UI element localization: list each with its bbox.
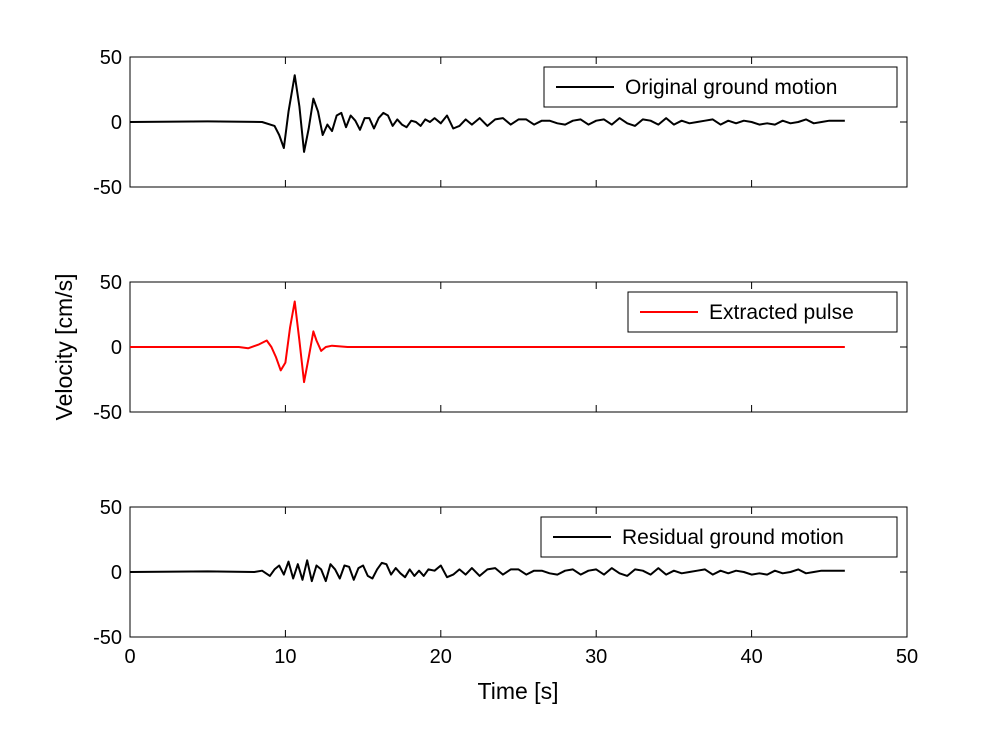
subplot-2: -50 0 50 Extracted pulse	[93, 272, 908, 424]
y-tick-label: -50	[93, 177, 122, 199]
y-tick-label: 50	[100, 47, 122, 69]
y-tick-label: 0	[111, 562, 122, 584]
y-tick-label: -50	[93, 627, 122, 649]
y-axis-title: Velocity [cm/s]	[51, 274, 77, 421]
x-tick-label: 20	[430, 646, 452, 668]
x-tick-label: 40	[740, 646, 762, 668]
legend-label: Extracted pulse	[709, 301, 854, 324]
legend: Extracted pulse	[627, 291, 898, 333]
series-line	[129, 74, 845, 153]
series-line	[129, 559, 845, 583]
legend: Residual ground motion	[540, 516, 898, 558]
x-tick-label: 10	[274, 646, 296, 668]
y-tick-label: 0	[111, 112, 122, 134]
x-tick-label: 30	[585, 646, 607, 668]
y-tick-label: 50	[100, 497, 122, 519]
legend: Original ground motion	[543, 66, 898, 108]
legend-label: Original ground motion	[625, 76, 837, 99]
subplot-1: -50 0 50 Original ground motion	[93, 47, 908, 199]
y-tick-label: 0	[111, 337, 122, 359]
y-tick-label: -50	[93, 402, 122, 424]
legend-label: Residual ground motion	[622, 526, 844, 549]
x-tick-label: 0	[124, 646, 135, 668]
x-tick-label: 50	[896, 646, 918, 668]
y-tick-label: 50	[100, 272, 122, 294]
x-axis-title: Time [s]	[478, 678, 559, 704]
series-line	[130, 300, 845, 384]
